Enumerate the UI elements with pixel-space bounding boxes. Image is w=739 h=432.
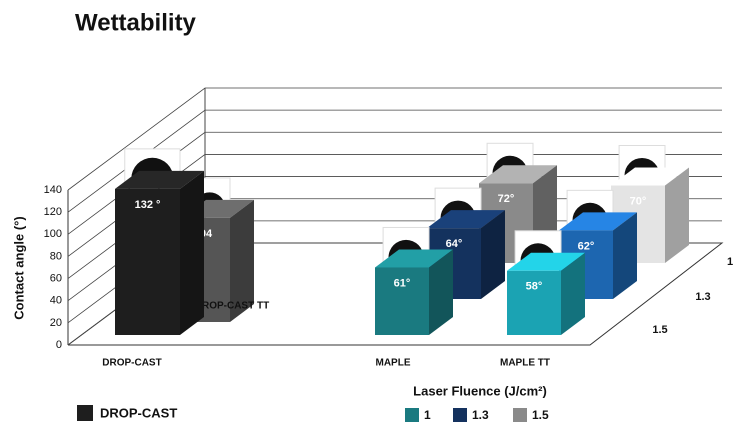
bar-side	[613, 212, 637, 299]
legend-label: 1.5	[532, 408, 549, 422]
bar-side	[429, 249, 453, 335]
bar	[115, 188, 180, 335]
legend-swatch	[513, 408, 527, 422]
value-label: 62°	[578, 240, 595, 252]
bar-side	[230, 199, 254, 322]
value-label: 70°	[630, 195, 647, 207]
depth-label: 1	[727, 256, 733, 268]
value-label: 132 °	[135, 199, 161, 211]
bar-top	[427, 210, 505, 229]
x-tick-label: MAPLE	[376, 358, 411, 369]
bar-top	[375, 249, 453, 268]
bar-side	[180, 170, 204, 335]
legend-label: DROP-CAST	[100, 405, 177, 420]
bar-top	[559, 212, 637, 231]
value-label: 72°	[498, 193, 515, 205]
y-tick-label: 20	[50, 317, 62, 329]
legend-label: 1	[424, 408, 431, 422]
x-tick-label: DROP-CAST	[102, 358, 161, 369]
y-tick-label: 0	[56, 339, 62, 351]
y-tick-label: 80	[50, 250, 62, 262]
y-tick-label: 120	[44, 206, 62, 218]
bar	[507, 270, 561, 335]
bar-side	[561, 252, 585, 335]
depth-label: 1.3	[695, 291, 710, 303]
bar-side	[481, 210, 505, 299]
legend-swatch	[77, 405, 93, 421]
legend-swatch	[453, 408, 467, 422]
y-tick-label: 40	[50, 295, 62, 307]
y-axis-label: Contact angle (°)	[11, 216, 26, 319]
bar-top	[507, 252, 585, 271]
bar-label: DROP-CAST TT	[195, 301, 269, 312]
legend-label: 1.3	[472, 408, 489, 422]
depth-label: 1.5	[652, 324, 667, 336]
bar-top	[115, 170, 204, 189]
x-tick-label: MAPLE TT	[500, 358, 550, 369]
bar	[375, 267, 429, 335]
y-tick-label: 100	[44, 228, 62, 240]
value-label: 64°	[446, 238, 463, 250]
bar-top	[611, 167, 689, 186]
legend-title: Laser Fluence (J/cm²)	[413, 383, 547, 398]
bar-top	[479, 165, 557, 184]
y-tick-label: 60	[50, 272, 62, 284]
chart-title: Wettability	[75, 9, 197, 36]
y-tick-label: 140	[44, 184, 62, 196]
bar-side	[665, 167, 689, 263]
value-label: 61°	[394, 277, 411, 289]
legend-swatch	[405, 408, 419, 422]
value-label: 58°	[526, 281, 543, 293]
